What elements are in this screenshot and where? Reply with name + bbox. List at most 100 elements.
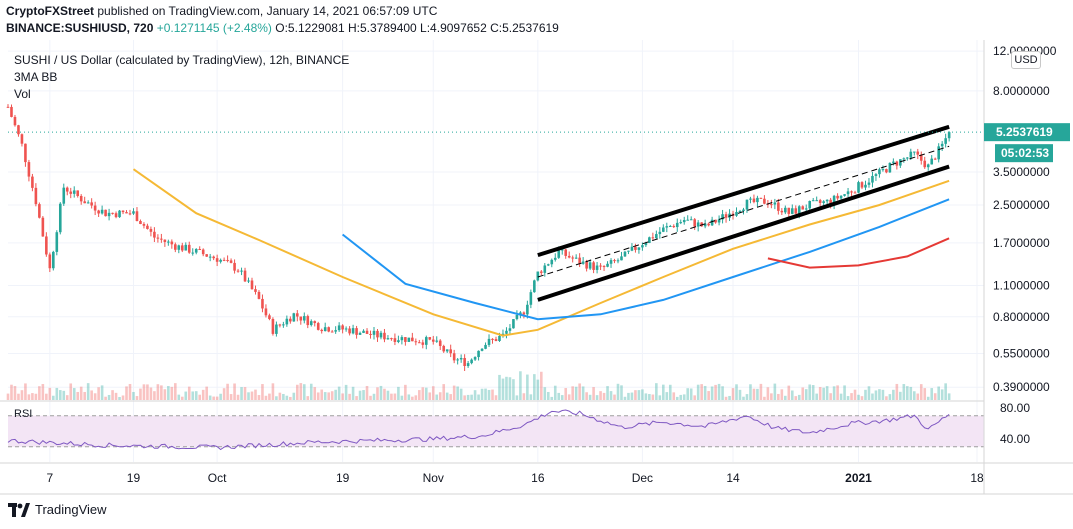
candle-body [641,245,644,248]
footer-brand[interactable]: TradingView [8,502,107,517]
candle-body [564,249,568,256]
candle-body [602,266,606,268]
candle-body [153,231,156,238]
candle-body [749,198,752,200]
candle-body [696,222,700,227]
candle-body [449,349,452,354]
candle-body [529,292,533,305]
candle-body [90,202,93,206]
candle-body [445,349,449,352]
candle-body [735,211,738,216]
volume-bar [797,394,801,400]
volume-label[interactable]: Vol [14,87,31,101]
candle-body [180,245,184,251]
candle-body [121,210,125,213]
volume-bar [857,394,860,400]
volume-bar [825,386,829,400]
volume-bar [107,394,111,400]
candle-body [170,241,174,245]
candle-body [13,116,17,126]
candle-body [627,250,630,252]
candle-body [128,213,132,215]
volume-bar [871,393,874,400]
candle-body [937,146,940,160]
volume-bar [794,396,798,400]
candle-body [738,211,742,213]
volume-bar [428,392,432,400]
volume-bar [487,389,491,400]
candle-body [811,200,815,202]
candle-body [442,345,446,352]
candle-body [348,328,351,334]
candle-body [142,223,146,226]
price-tick-label: 8.0000000 [993,84,1050,98]
candle-body [777,202,780,211]
volume-bar [404,384,407,400]
candle-body [86,202,90,204]
candle-body [634,246,637,250]
candle-body [797,206,801,214]
volume-bar [435,394,439,400]
volume-bar [306,396,310,400]
ohlc-values: O:5.1229081 H:5.3789400 L:4.9097652 C:5.… [275,21,559,35]
last-price-tag [984,123,1070,142]
candle-body [770,204,773,206]
countdown-tag [995,144,1053,163]
candle-body [808,201,812,209]
volume-bar [763,396,766,400]
volume-bar [442,384,446,400]
time-tick-label: 2021 [845,471,872,485]
volume-bar [923,388,927,400]
price-tick-label: 3.5000000 [993,165,1050,179]
candle-body [400,337,404,341]
volume-bar [31,393,34,400]
candle-body [662,227,665,232]
candle-body [616,260,620,262]
candle-body [296,313,299,317]
candle-body [689,219,693,221]
volume-bar [777,393,780,400]
candle-body [100,209,104,214]
candle-body [926,164,930,168]
candle-body [257,291,261,299]
candle-body [79,195,83,202]
rsi-tick-label: 80.00 [1000,401,1030,415]
candle-body [595,265,599,270]
volume-bar [714,384,717,400]
price-tick-label: 1.1000000 [993,279,1050,293]
publish-line: CryptoFXStreet published on TradingView.… [6,4,437,18]
volume-bar [330,391,334,400]
candle-body [111,212,114,214]
volume-bar [550,396,554,400]
candle-body [31,176,34,188]
candle-body [574,257,578,259]
candle-body [787,207,791,214]
indicator-label[interactable]: 3MA BB [14,70,58,84]
candle-body [881,169,885,171]
candle-body [41,217,45,237]
candle-body [184,244,188,251]
volume-bar [721,386,724,400]
volume-bar [473,390,477,400]
candle-body [588,262,592,269]
candle-body [484,344,487,349]
candle-body [58,203,62,233]
currency-button[interactable]: USD [1011,51,1041,69]
candle-body [149,228,153,232]
candle-body [836,195,839,199]
volume-bar [519,371,522,400]
volume-bar [268,393,271,400]
volume-bar [323,392,327,400]
volume-bar [543,387,547,400]
volume-bar [770,393,773,400]
candle-body [38,204,41,218]
rsi-label[interactable]: RSI [14,408,33,420]
publisher[interactable]: CryptoFXStreet [6,4,95,18]
volume-bar [665,392,669,400]
candle-body [17,125,20,135]
candle-body [672,225,676,228]
candle-body [567,255,571,258]
candle-body [668,225,672,227]
volume-bars [6,371,951,400]
